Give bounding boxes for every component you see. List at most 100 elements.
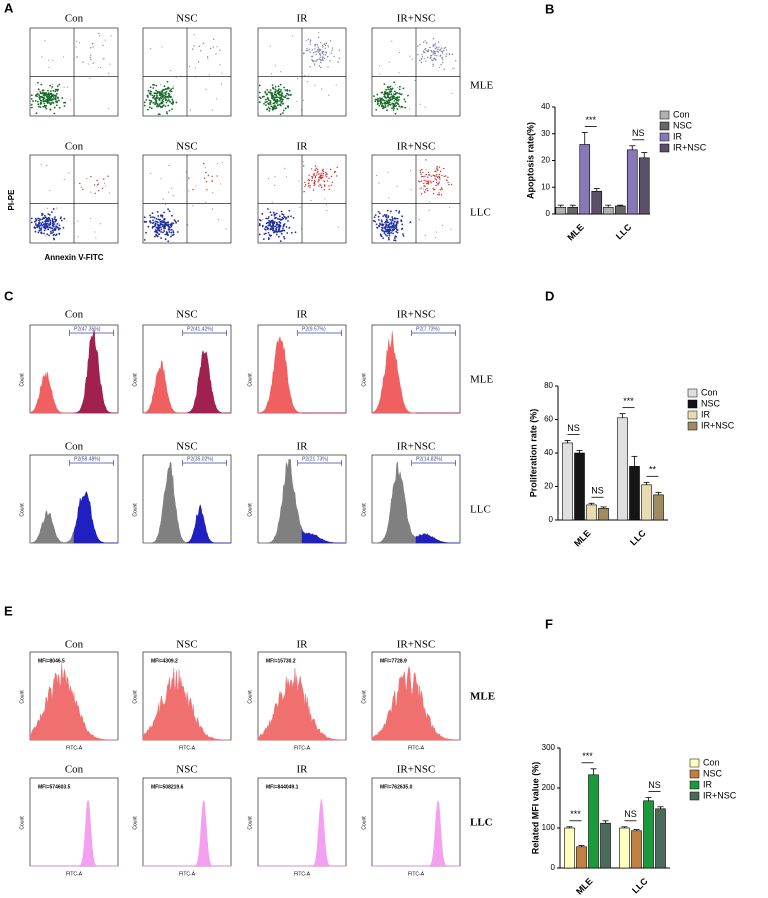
event-dot [273,106,276,108]
event-dot [448,184,450,186]
event-dot [445,175,447,177]
event-dot [165,101,168,104]
event-dot [277,104,280,106]
event-dot [164,203,167,206]
event-dot [427,183,429,185]
event-dot [324,47,326,49]
event-dot [383,99,386,102]
event-dot [309,66,311,68]
event-dot [441,59,444,61]
mfi-label: MFI=4309.2 [151,658,178,664]
event-dot [411,58,413,60]
event-dot [317,181,319,183]
event-dot [104,182,106,184]
legend-label: IR [701,409,711,419]
event-dot [270,105,273,108]
event-dot [385,230,388,233]
event-dot [398,85,401,88]
event-dot [156,92,159,95]
column-header: IR [297,141,309,153]
event-dot [430,182,432,184]
event-dot [444,47,447,49]
event-dot [148,92,151,95]
event-dot [373,216,376,218]
event-dot [262,218,264,221]
dots [143,34,223,116]
event-dot [421,54,423,56]
event-dot [303,191,305,193]
event-dot [396,96,399,99]
event-dot [40,83,43,86]
event-dot [450,228,452,230]
event-dot [57,223,60,225]
x-axis-label: Annexin V-FITC [44,253,103,262]
histogram-gated [186,503,231,544]
event-dot [280,101,283,104]
event-dot [316,50,318,53]
event-dot [99,35,101,37]
event-dot [317,173,320,175]
event-dot [146,94,149,97]
event-dot [108,192,110,194]
event-dot [448,52,451,55]
event-dot [388,232,391,235]
event-dot [145,98,148,101]
event-dot [96,184,99,186]
event-dot [419,170,422,172]
event-dot [386,219,388,222]
event-dot [57,88,59,91]
event-dot [392,109,395,111]
event-dot [430,54,432,57]
event-dot [434,54,436,56]
event-dot [311,179,313,182]
event-dot [160,101,163,104]
event-dot [271,107,274,110]
legend-label: IR [703,779,713,789]
event-dot [326,176,328,178]
event-dot [40,227,43,230]
histogram-gated [73,490,118,544]
bar [586,504,597,521]
event-dot [279,225,282,228]
event-dot [305,49,308,52]
event-dot [155,84,158,87]
event-dot [272,211,275,214]
event-dot [423,191,426,193]
event-dot [430,175,432,177]
event-dot [316,44,319,46]
event-dot [438,192,440,194]
event-dot [209,47,212,50]
event-dot [294,231,297,234]
event-dot [318,32,320,34]
event-dot [268,109,271,112]
event-dot [386,228,389,231]
x-axis-label: FITC-A [294,745,311,751]
event-dot [286,97,289,100]
event-dot [387,224,390,227]
event-dot [55,95,57,98]
event-dot [434,237,437,239]
event-dot [288,209,291,212]
event-dot [42,94,45,96]
x-tick-label: MLE [565,222,586,243]
event-dot [169,96,172,99]
event-dot [287,228,290,230]
event-dot [440,50,442,53]
event-dot [306,179,309,181]
event-dot [152,87,155,89]
event-dot [172,85,175,87]
event-dot [331,181,334,183]
event-dot [391,216,394,218]
event-dot [46,95,49,97]
event-dot [304,181,306,184]
event-dot [53,233,56,236]
bar [641,484,652,521]
bar [567,207,579,215]
significance-label: ** [649,465,657,475]
bar [600,822,611,869]
event-dot [47,228,50,230]
event-dot [213,38,215,40]
event-dot [63,178,65,181]
event-dot [152,101,155,104]
event-dot [56,223,59,225]
